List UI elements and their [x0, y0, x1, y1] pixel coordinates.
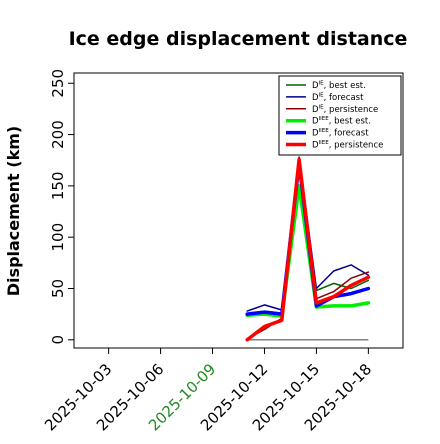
- legend-label: DIIEE, forecast: [312, 128, 369, 139]
- legend-label: DIE, best est.: [312, 81, 366, 92]
- series-line-4: [245, 184, 371, 318]
- legend-label: DIIEE, persistence: [312, 140, 383, 151]
- y-tick-label: 200: [49, 120, 67, 149]
- y-tick-label: 50: [49, 279, 67, 298]
- y-tick-label: 250: [49, 69, 67, 98]
- legend-label: DIE, forecast: [312, 92, 364, 103]
- y-tick-label: 0: [49, 335, 67, 345]
- legend-label: DIE, persistence: [312, 104, 378, 115]
- legend-label: DIIEE, best est.: [312, 116, 371, 127]
- y-axis-label: Displacement (km): [4, 126, 23, 296]
- legend-box: [278, 75, 402, 156]
- y-tick-label: 150: [49, 172, 67, 201]
- series-line-6: [245, 157, 371, 342]
- plot-frame: [73, 72, 404, 349]
- y-tick-label: 100: [49, 223, 67, 252]
- chart-title: Ice edge displacement distance: [69, 28, 408, 50]
- series-layer: [245, 156, 371, 342]
